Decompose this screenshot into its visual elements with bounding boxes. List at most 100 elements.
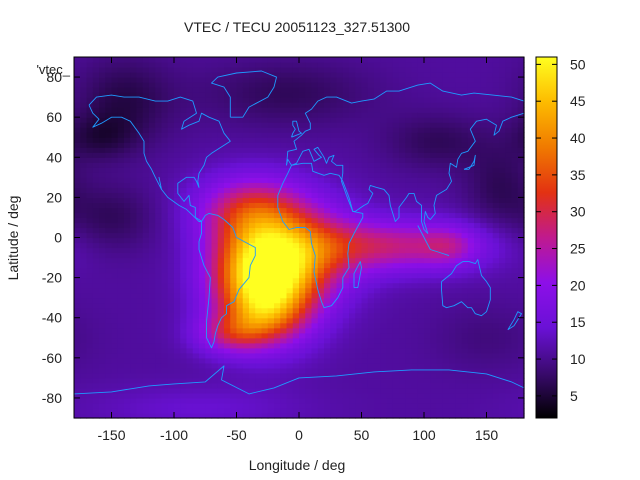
heatmap-cell [180,232,188,239]
heatmap-cell [167,252,175,259]
heatmap-cell [392,152,400,158]
heatmap-cell [249,292,256,299]
heatmap-cell [161,282,169,289]
heatmap-cell [142,212,150,219]
heatmap-cell [455,232,463,239]
heatmap-cell [336,202,344,209]
heatmap-cell [317,242,325,249]
heatmap-cell [261,252,269,259]
heatmap-cell [149,392,156,399]
heatmap-cell [492,247,500,254]
heatmap-cell [286,157,294,163]
heatmap-cell [286,92,294,98]
heatmap-cell [380,392,388,399]
heatmap-cell [117,217,125,224]
heatmap-cell [267,202,275,209]
heatmap-cell [361,272,369,279]
heatmap-cell [436,117,444,123]
heatmap-cell [236,307,244,314]
heatmap-cell [217,237,225,244]
heatmap-cell [367,192,375,198]
heatmap-cell [130,262,138,269]
heatmap-cell [86,167,94,173]
heatmap-cell [267,302,275,309]
heatmap-cell [280,327,288,334]
heatmap-cell [105,97,113,103]
heatmap-cell [124,272,131,279]
heatmap-cell [305,57,313,63]
heatmap-cell [442,252,450,259]
heatmap-cell [117,367,125,374]
heatmap-cell [142,362,150,369]
heatmap-cell [217,327,225,334]
heatmap-cell [236,167,244,173]
heatmap-cell [205,407,213,414]
heatmap-cell [105,357,113,364]
heatmap-cell [436,107,444,113]
heatmap-cell [399,157,406,163]
heatmap-cell [405,352,413,359]
heatmap-cell [355,397,363,404]
heatmap-cell [99,167,106,173]
heatmap-cell [136,352,144,359]
heatmap-cell [136,362,144,369]
heatmap-cell [242,97,250,103]
heatmap-cell [286,347,294,354]
heatmap-cell [130,97,138,103]
heatmap-cell [292,247,300,254]
heatmap-cell [242,257,250,264]
heatmap-cell [455,57,463,63]
heatmap-cell [299,257,306,264]
heatmap-cell [311,307,319,314]
heatmap-cell [417,257,425,264]
heatmap-cell [286,117,294,123]
heatmap-cell [174,142,181,148]
heatmap-cell [405,367,413,374]
heatmap-cell [155,132,163,138]
heatmap-cell [92,127,100,133]
heatmap-cell [311,177,319,183]
heatmap-cell [380,137,388,143]
heatmap-cell [80,77,88,83]
heatmap-cell [499,157,506,163]
heatmap-cell [467,357,475,364]
heatmap-cell [242,107,250,113]
heatmap-cell [436,242,444,249]
heatmap-cell [499,132,506,138]
heatmap-cell [267,367,275,374]
heatmap-cell [136,347,144,354]
heatmap-cell [399,62,406,68]
heatmap-cell [392,62,400,68]
heatmap-cell [324,357,331,364]
heatmap-cell [355,392,363,399]
heatmap-cell [349,287,356,294]
heatmap-cell [361,107,369,113]
heatmap-cell [486,217,494,224]
heatmap-cell [374,182,381,188]
heatmap-cell [267,242,275,249]
heatmap-cell [474,227,481,234]
heatmap-cell [105,272,113,279]
heatmap-cell [455,297,463,304]
heatmap-cell [355,97,363,103]
heatmap-cell [155,402,163,409]
heatmap-cell [480,337,488,344]
heatmap-cell [386,97,394,103]
heatmap-cell [442,327,450,334]
heatmap-cell [280,397,288,404]
heatmap-cell [355,352,363,359]
heatmap-cell [336,127,344,133]
heatmap-cell [455,347,463,354]
heatmap-cell [330,177,338,183]
heatmap-cell [267,167,275,173]
heatmap-cell [292,87,300,93]
heatmap-cell [461,267,469,274]
heatmap-cell [292,317,300,324]
heatmap-cell [330,362,338,369]
heatmap-cell [80,372,88,379]
heatmap-cell [355,192,363,198]
heatmap-cell [261,177,269,183]
heatmap-cell [274,312,281,319]
heatmap-cell [499,202,506,209]
heatmap-cell [374,192,381,198]
